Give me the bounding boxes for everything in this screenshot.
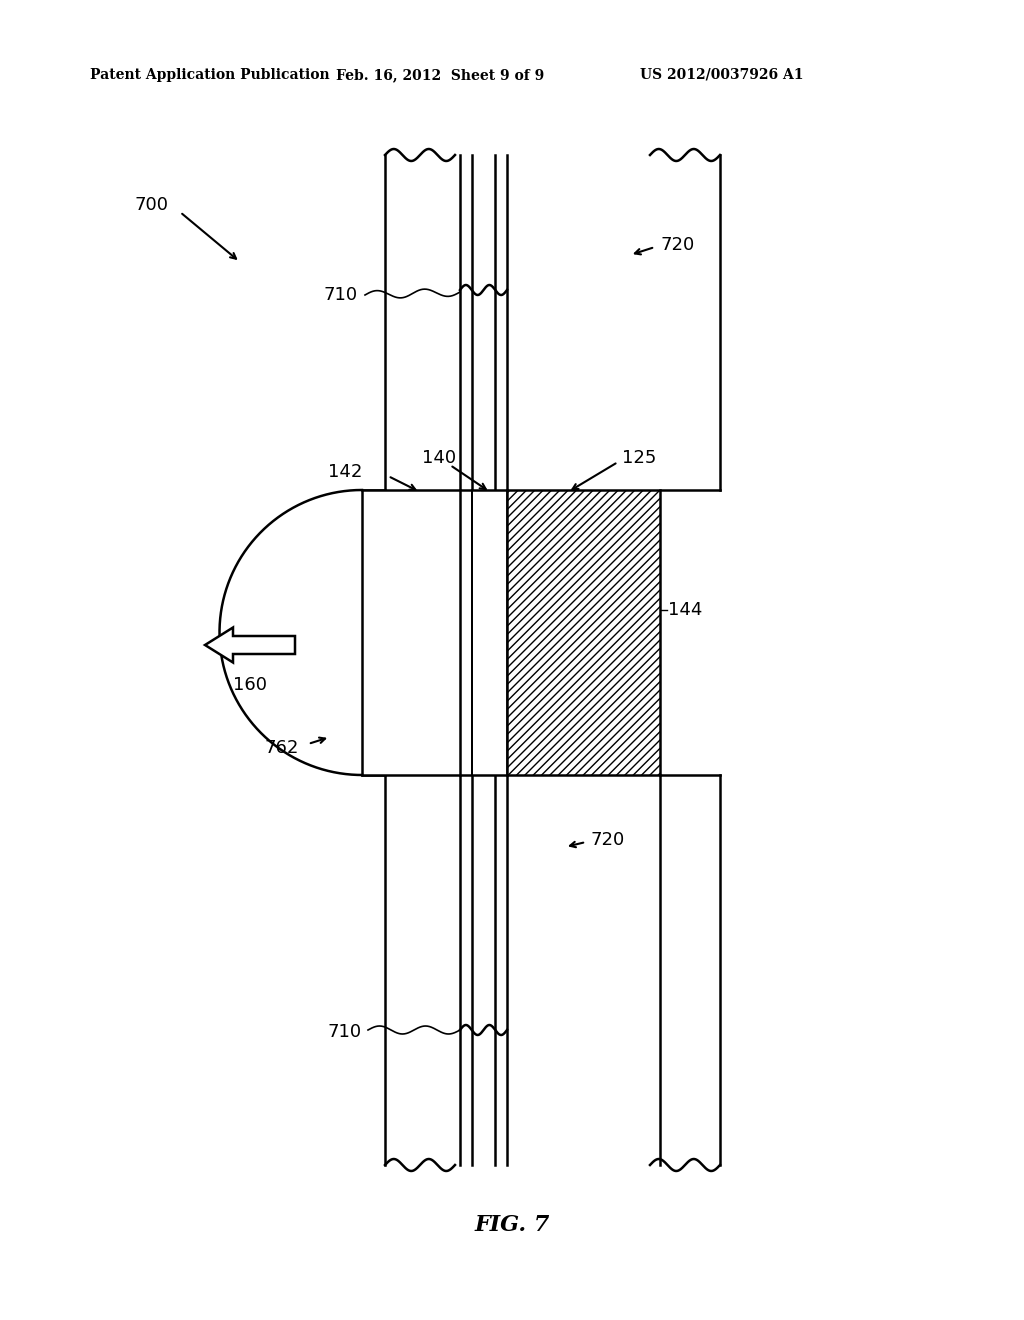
Text: 710: 710 [324,286,358,304]
FancyArrow shape [205,627,295,663]
Text: 720: 720 [590,832,625,849]
Text: 160: 160 [233,676,267,694]
Text: 710: 710 [328,1023,362,1041]
Text: Feb. 16, 2012  Sheet 9 of 9: Feb. 16, 2012 Sheet 9 of 9 [336,69,544,82]
Text: 140: 140 [422,449,456,467]
Text: 144: 144 [668,601,702,619]
Text: FIG. 7: FIG. 7 [474,1214,550,1236]
Text: Patent Application Publication: Patent Application Publication [90,69,330,82]
Text: 142: 142 [328,463,362,480]
Text: 125: 125 [622,449,656,467]
Text: 762: 762 [265,739,299,756]
Text: 700: 700 [135,195,169,214]
Text: 720: 720 [660,236,694,253]
Text: US 2012/0037926 A1: US 2012/0037926 A1 [640,69,804,82]
Bar [507,490,660,775]
Bar [362,490,507,775]
